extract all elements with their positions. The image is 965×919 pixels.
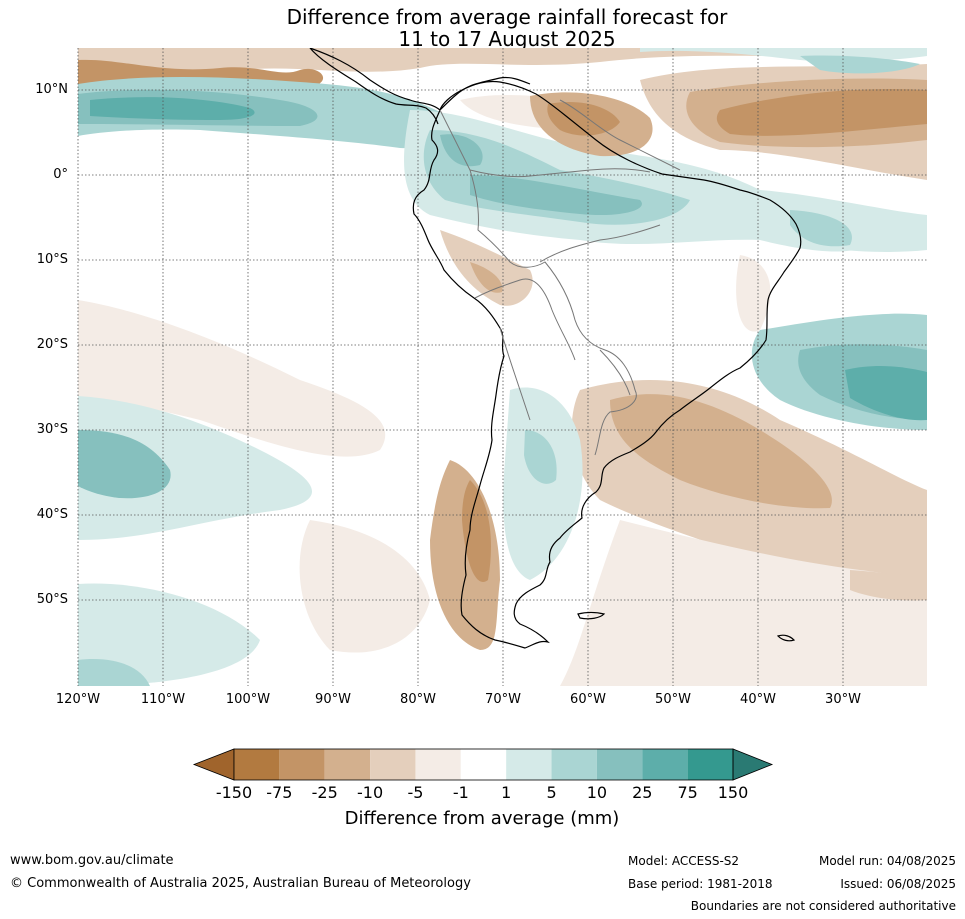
colorbar-arrow-low	[192, 748, 235, 781]
lon-label: 60°W	[570, 692, 606, 707]
lat-label: 40°S	[36, 507, 68, 522]
colorbar-tick-label: 1	[501, 783, 512, 802]
lon-label: 110°W	[140, 692, 186, 707]
lat-label: 30°S	[36, 422, 68, 437]
national-boundaries	[439, 99, 681, 456]
wet-zone-amazon	[404, 110, 870, 252]
south-america-coastline	[309, 48, 802, 649]
lat-label: 20°S	[36, 337, 68, 352]
lon-label: 30°W	[825, 692, 861, 707]
colorbar-tick-label: 25	[632, 783, 653, 802]
map-title-line1: Difference from average rainfall forecas…	[286, 5, 728, 29]
lat-label: 10°N	[35, 82, 68, 97]
colorbar-tick-label: -75	[266, 783, 293, 802]
lat-label: 50°S	[36, 592, 68, 607]
wet-zone-south-pacific	[78, 396, 313, 540]
lon-label: 80°W	[400, 692, 436, 707]
colorbar-cells	[192, 748, 774, 781]
colorbar-cell	[279, 749, 325, 780]
colorbar-arrow-high	[732, 748, 774, 781]
colorbar-tick-label: -25	[311, 783, 338, 802]
colorbar-cell	[596, 749, 643, 780]
lon-label: 50°W	[655, 692, 691, 707]
colorbar-tick-label: 150	[717, 783, 749, 802]
colorbar-tick-label: 5	[546, 783, 557, 802]
colorbar-cell	[234, 749, 280, 780]
website-link[interactable]: www.bom.gov.au/climate	[10, 853, 174, 868]
lon-label: 100°W	[225, 692, 271, 707]
central-america-coastline	[309, 48, 439, 125]
colorbar-cell	[324, 749, 371, 780]
issued-date: Issued: 06/08/2025	[840, 877, 956, 891]
dry-band-north	[78, 48, 920, 73]
lon-label: 90°W	[315, 692, 351, 707]
coastlines	[309, 48, 802, 649]
graticule	[77, 48, 927, 686]
dry-belt-south-pacific	[78, 300, 386, 457]
colorbar-tick-label: -10	[357, 783, 384, 802]
colorbar-cell	[370, 749, 416, 780]
base-period: Base period: 1981-2018	[628, 877, 773, 891]
model-run-date: Model run: 04/08/2025	[818, 854, 956, 868]
anomaly-contours	[78, 48, 927, 686]
colorbar-cell	[415, 749, 461, 780]
lon-label: 40°W	[740, 692, 776, 707]
wet-zone-argentina	[503, 387, 583, 580]
colorbar-label: Difference from average (mm)	[344, 808, 620, 829]
map-title-line2: 11 to 17 August 2025	[398, 27, 616, 51]
falklands	[577, 611, 606, 620]
colorbar-tick-label: -150	[215, 783, 253, 802]
colorbar-cell	[506, 749, 552, 780]
model-name: Model: ACCESS-S2	[628, 854, 740, 868]
lat-label: 10°S	[36, 252, 68, 267]
boundaries-disclaimer: Boundaries are not considered authoritat…	[690, 899, 956, 913]
colorbar-tick-label: -5	[407, 783, 424, 802]
colorbar-cell	[687, 749, 733, 780]
colorbar-cell	[460, 749, 507, 780]
colorbar-cell	[551, 749, 597, 780]
lon-label: 70°W	[485, 692, 521, 707]
colorbar-tick-label: 10	[586, 783, 608, 802]
colorbar-tick-label: 75	[677, 783, 698, 802]
colorbar-tick-label: -1	[452, 783, 469, 802]
caribbean-coastline	[439, 76, 531, 111]
colorbar-outline	[233, 748, 734, 781]
lon-label: 120°W	[55, 692, 101, 707]
copyright-text: © Commonwealth of Australia 2025, Austra…	[10, 876, 471, 891]
lat-label: 0°	[53, 167, 68, 182]
colorbar-cell	[642, 749, 688, 780]
